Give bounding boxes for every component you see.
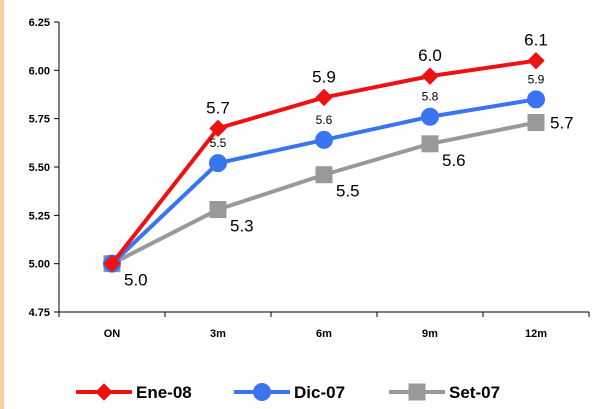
data-label: 6.0 [418, 46, 442, 65]
data-label: 5.6 [316, 113, 333, 127]
x-tick-label: 6m [316, 328, 332, 340]
data-point [421, 135, 439, 153]
line-chart: 4.75 5.00 5.25 5.50 5.75 6.00 6.25 ON 3m 6m 9m 12m 5… [29, 17, 590, 402]
data-point [315, 88, 333, 107]
legend-marker [95, 383, 113, 401]
data-point [209, 201, 227, 219]
legend-marker [408, 383, 426, 401]
data-point [527, 90, 545, 109]
y-tick-label: 5.25 [29, 210, 50, 222]
data-label: 5.0 [124, 271, 148, 290]
data-point [421, 67, 439, 85]
data-label: 5.9 [312, 67, 336, 86]
data-label: 5.7 [206, 98, 230, 117]
x-tick-label: 12m [525, 328, 547, 340]
data-point [421, 107, 439, 126]
data-point [527, 114, 545, 132]
x-tick-label: 3m [210, 328, 226, 340]
y-tick-label: 6.25 [29, 17, 50, 29]
data-label: 5.9 [528, 72, 545, 86]
data-point [527, 51, 545, 70]
legend-label: Dic-07 [294, 383, 345, 402]
legend-label: Set-07 [449, 383, 500, 402]
data-label: 5.8 [422, 90, 439, 104]
data-point [103, 254, 121, 273]
data-label: 6.1 [524, 31, 548, 50]
x-tick-label: 9m [422, 328, 438, 340]
x-tick-label: ON [104, 328, 121, 340]
y-tick-label: 4.75 [29, 307, 50, 319]
data-label: 5.3 [230, 217, 254, 236]
data-label: 5.7 [550, 114, 574, 133]
data-point [209, 119, 227, 138]
y-tick-label: 5.50 [29, 162, 50, 174]
data-label: 5.6 [442, 151, 466, 170]
legend-marker [253, 383, 271, 401]
data-label: 5.5 [336, 182, 360, 201]
y-tick-label: 6.00 [29, 65, 50, 77]
data-point [209, 154, 227, 173]
data-point [315, 166, 333, 184]
y-tick-label: 5.75 [29, 114, 50, 126]
data-point [315, 130, 333, 149]
legend-label: Ene-08 [136, 383, 192, 402]
y-tick-label: 5.00 [29, 259, 50, 271]
data-label: 5.5 [210, 136, 227, 150]
